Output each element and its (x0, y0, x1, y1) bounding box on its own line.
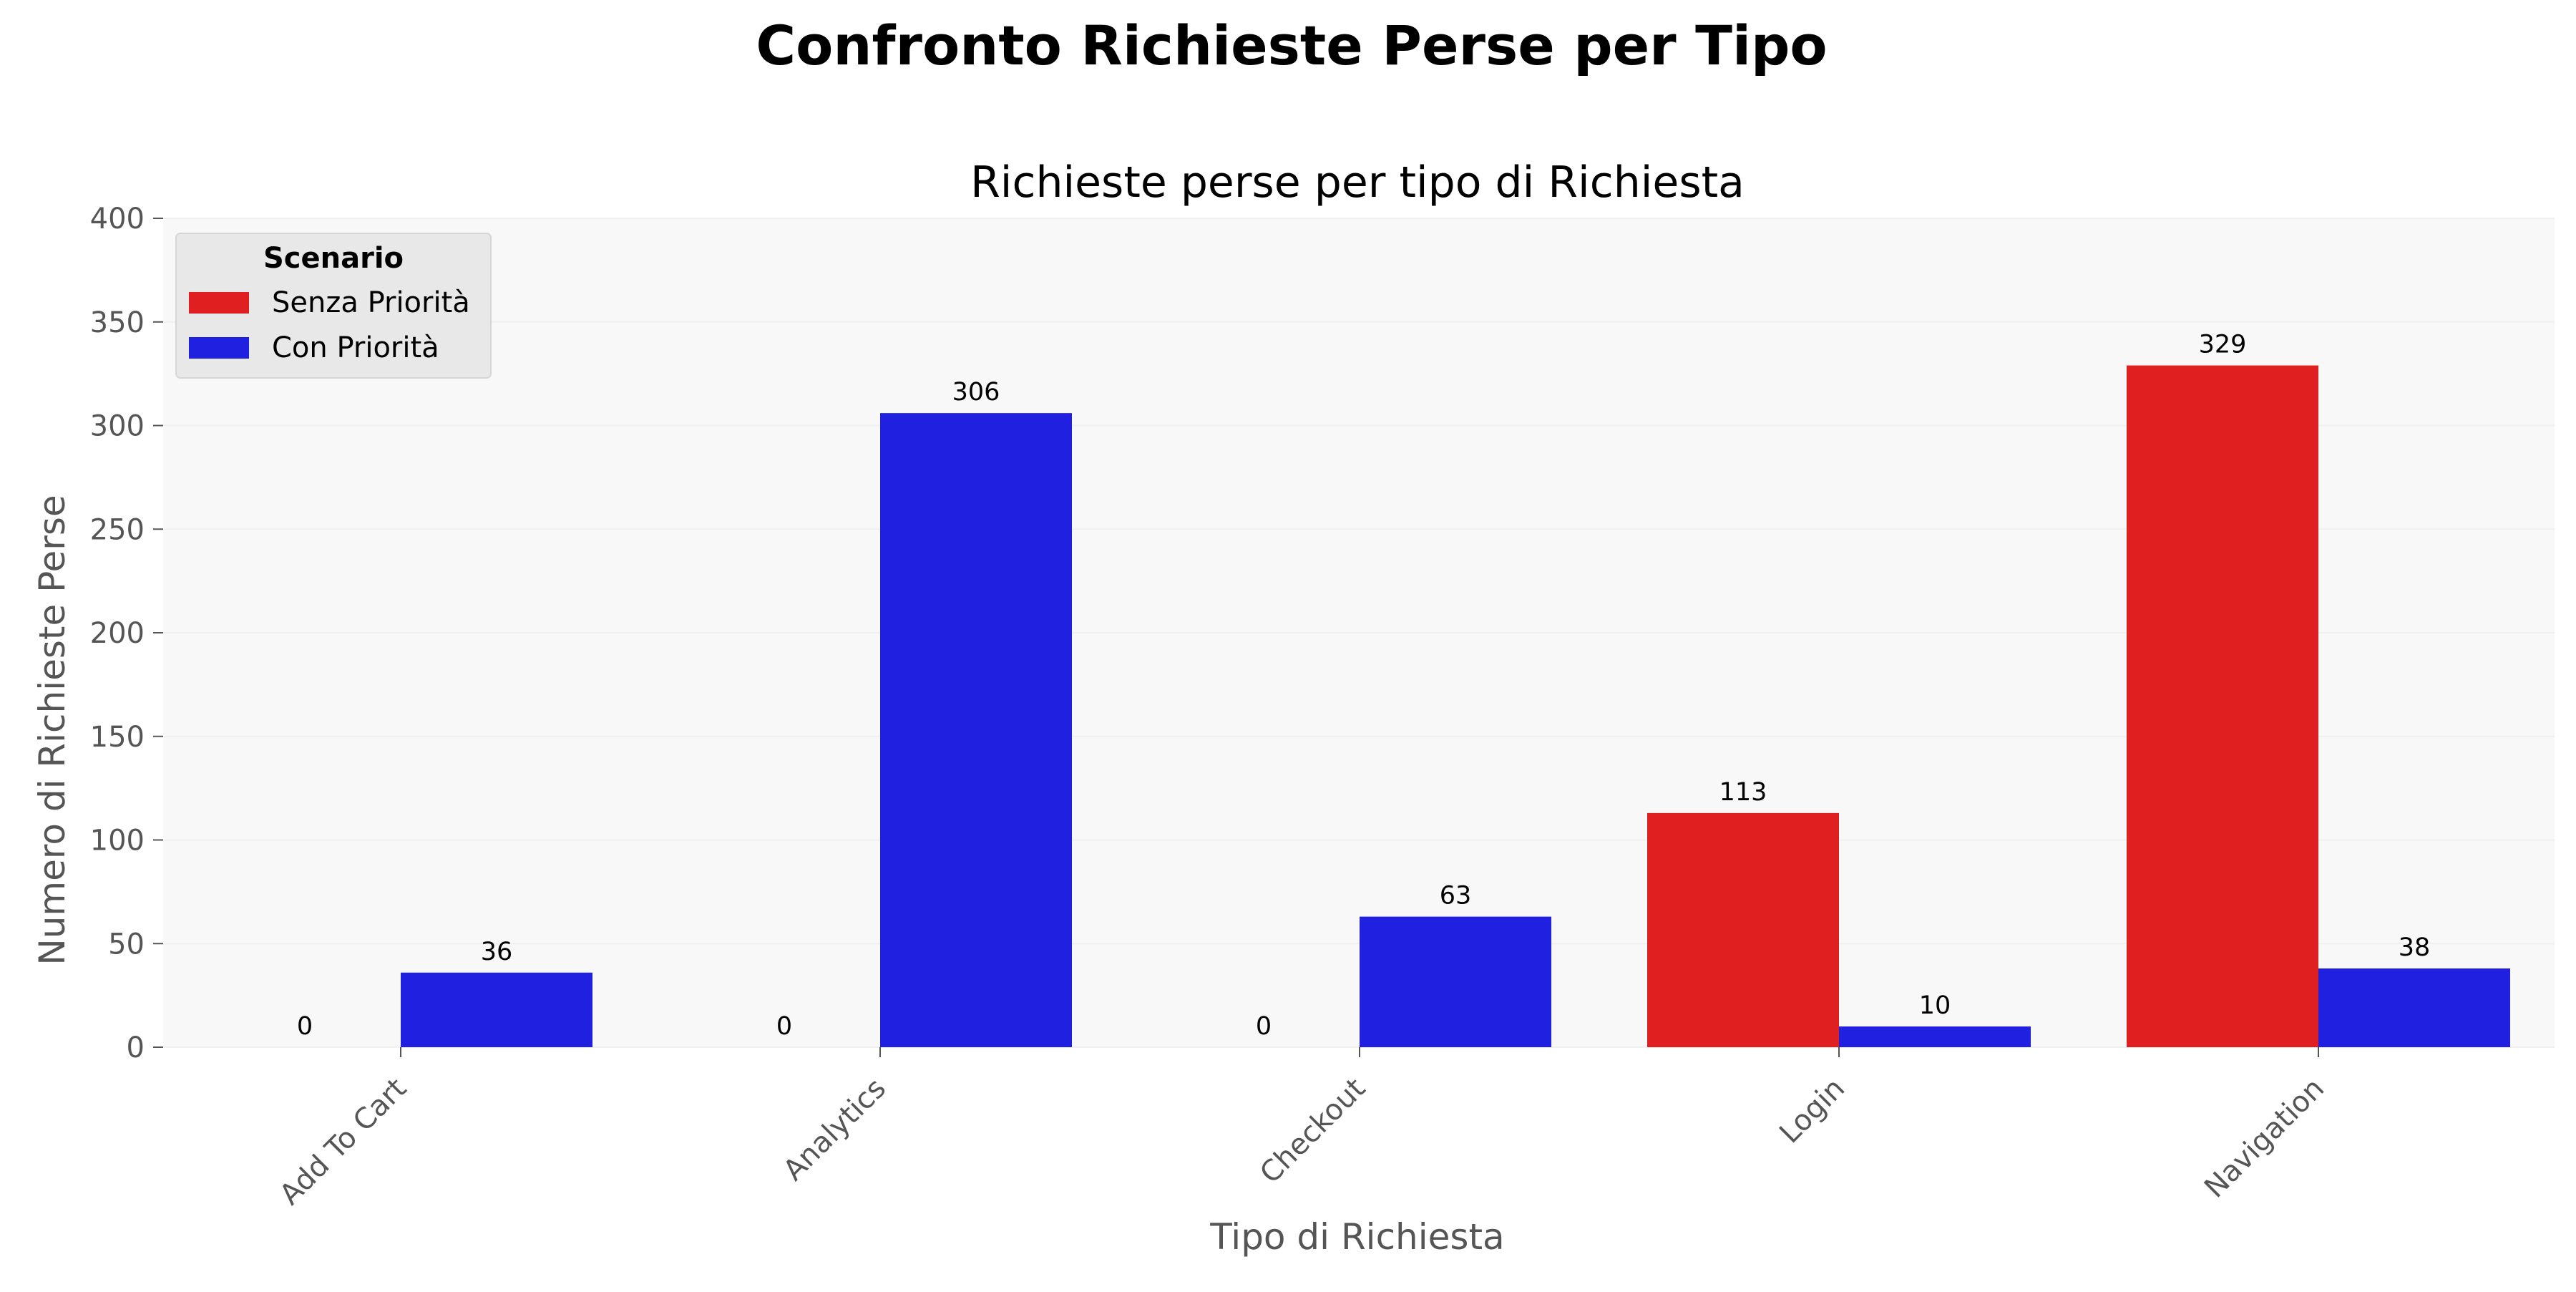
bars (401, 365, 2510, 1047)
bar (2127, 365, 2318, 1047)
chart-title: Richieste perse per tipo di Richiesta (970, 157, 1745, 208)
x-tick-label: Add To Cart (273, 1072, 413, 1212)
bar-value-label: 0 (297, 1012, 313, 1041)
y-tick-label: 400 (90, 203, 145, 235)
legend-swatch (189, 292, 249, 314)
y-tick-label: 350 (90, 306, 145, 339)
x-tick-label: Checkout (1254, 1072, 1372, 1190)
y-tick-label: 150 (90, 721, 145, 754)
legend-box (175, 233, 492, 379)
y-tick-label: 200 (90, 617, 145, 650)
legend-label: Senza Priorità (272, 286, 470, 319)
data-labels: 0 0 0 113 329 36 306 63 10 38 (297, 331, 2430, 1041)
x-tick-label: Navigation (2198, 1072, 2331, 1205)
bar-value-label: 63 (1440, 882, 1472, 910)
bar-value-label: 10 (1919, 991, 1951, 1020)
legend-swatch (189, 337, 249, 359)
bar (1647, 812, 1839, 1047)
legend-items: Senza Priorità Con Priorità (189, 286, 470, 364)
bar-value-label: 0 (1256, 1012, 1272, 1041)
legend: Scenario Senza Priorità Con Priorità (175, 233, 492, 379)
legend-label: Con Priorità (272, 331, 439, 364)
bar-value-label: 38 (2399, 933, 2431, 962)
x-tick-label: Analytics (777, 1072, 892, 1187)
x-axis-label: Tipo di Richiesta (1209, 1216, 1504, 1258)
bar (1839, 1026, 2031, 1047)
bar-value-label: 306 (952, 378, 1000, 407)
figure-title: Confronto Richieste Perse per Tipo (756, 14, 1827, 77)
y-tick-label: 0 (127, 1031, 145, 1064)
y-tick-label: 250 (90, 513, 145, 546)
bar-value-label: 36 (481, 938, 513, 966)
bar (2318, 968, 2510, 1047)
legend-title: Scenario (263, 242, 404, 275)
y-tick-label: 50 (108, 928, 145, 961)
bar (880, 413, 1072, 1047)
bar-value-label: 0 (776, 1012, 792, 1041)
y-axis-label: Numero di Richieste Perse (31, 495, 73, 965)
bar-value-label: 113 (1719, 778, 1767, 807)
x-tick-label: Login (1773, 1072, 1851, 1150)
bar (401, 972, 592, 1047)
y-tick-label: 300 (90, 410, 145, 443)
bar (1360, 916, 1551, 1047)
bar-value-label: 329 (2199, 331, 2247, 359)
y-tick-label: 100 (90, 825, 145, 858)
